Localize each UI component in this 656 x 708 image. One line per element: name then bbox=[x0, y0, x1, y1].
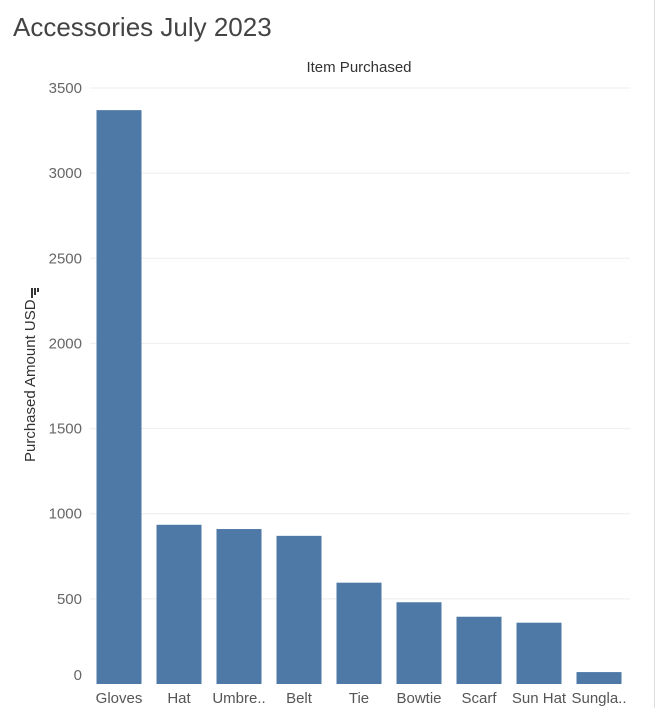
bar-gloves[interactable] bbox=[96, 110, 142, 684]
y-tick-label: 3000 bbox=[49, 165, 82, 182]
bar-scarf[interactable] bbox=[456, 616, 502, 684]
y-tick-label: 3500 bbox=[49, 80, 82, 97]
bar-tie[interactable] bbox=[336, 582, 382, 684]
y-tick-label: 0 bbox=[74, 667, 82, 684]
y-tick-label: 500 bbox=[57, 591, 82, 608]
y-tick-label: 2000 bbox=[49, 335, 82, 352]
x-axis-categories: Gloves Hat Umbre.. Belt Tie Bowtie Scarf Sun Ha… bbox=[96, 690, 627, 707]
column-header: Item Purchased bbox=[306, 59, 411, 76]
x-category-label: Bowtie bbox=[396, 690, 441, 707]
x-category-label: Umbre.. bbox=[212, 690, 265, 707]
filter-icon[interactable] bbox=[31, 288, 39, 298]
chart-title: Accessories July 2023 bbox=[13, 12, 272, 42]
bars[interactable] bbox=[96, 110, 622, 684]
y-axis-title: Purchased Amount USD bbox=[22, 299, 39, 462]
x-category-label: Tie bbox=[349, 690, 369, 707]
y-tick-label: 1500 bbox=[49, 421, 82, 438]
bar-sungla[interactable] bbox=[576, 672, 622, 684]
y-tick-label: 1000 bbox=[49, 506, 82, 523]
x-category-label: Sun Hat bbox=[512, 690, 567, 707]
x-category-label: Hat bbox=[167, 690, 191, 707]
x-category-label: Gloves bbox=[96, 690, 143, 707]
x-category-label: Belt bbox=[286, 690, 313, 707]
bar-belt[interactable] bbox=[276, 535, 322, 684]
x-category-label: Sungla.. bbox=[571, 690, 626, 707]
bar-umbre[interactable] bbox=[216, 529, 262, 684]
bar-sun-hat[interactable] bbox=[516, 622, 562, 684]
gridlines bbox=[90, 87, 630, 600]
bar-hat[interactable] bbox=[156, 524, 202, 684]
bar-bowtie[interactable] bbox=[396, 602, 442, 684]
x-category-label: Scarf bbox=[461, 690, 497, 707]
y-axis-ticks: 0 500 1000 1500 2000 2500 3000 3500 bbox=[49, 80, 82, 684]
y-tick-label: 2500 bbox=[49, 250, 82, 267]
panel-border bbox=[654, 0, 655, 708]
y-axis-title-group: Purchased Amount USD bbox=[22, 299, 39, 462]
